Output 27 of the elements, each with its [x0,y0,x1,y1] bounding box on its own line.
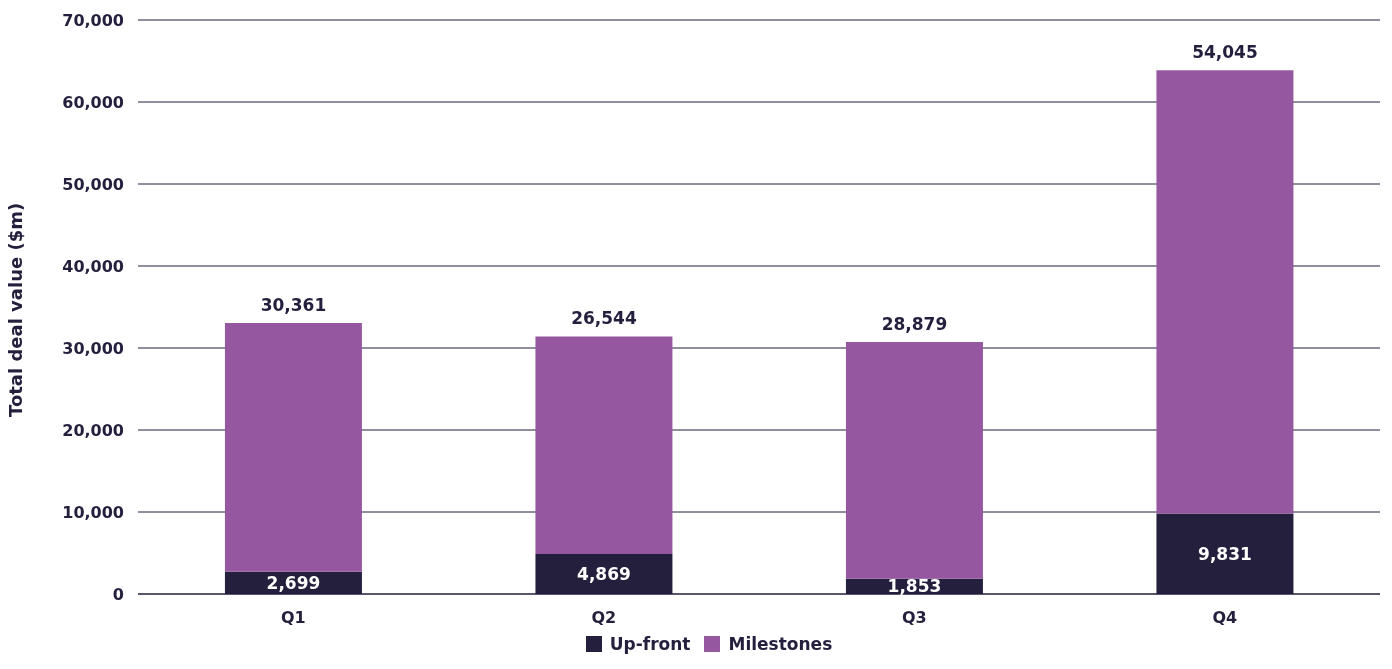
y-tick-label: 50,000 [62,174,124,194]
y-tick-label: 0 [112,584,124,604]
y-tick-label: 60,000 [62,92,124,112]
x-tick-label: Q2 [591,608,617,628]
y-tick-label: 10,000 [62,502,124,522]
data-label: 9,831 [1198,543,1252,564]
data-label: 26,544 [571,308,637,329]
x-tick-label: Q3 [901,608,927,628]
data-label: 1,853 [887,576,942,597]
data-label: 54,045 [1192,42,1258,63]
data-label: 28,879 [881,314,948,334]
bar [1156,70,1294,514]
data-label: 2,699 [266,572,321,593]
x-tick-label: Q1 [280,608,306,628]
y-tick-label: 20,000 [62,420,124,440]
y-tick-label: 70,000 [62,10,124,30]
legend-label: Milestones [727,634,833,654]
data-label: 30,361 [260,294,327,315]
y-axis-title: Total deal value ($m) [5,202,27,417]
bar [845,342,983,579]
bar [535,336,673,555]
y-tick-label: 40,000 [62,256,124,276]
x-tick-label: Q4 [1212,608,1238,628]
legend-label: Up-front [608,634,691,654]
y-tick-label: 30,000 [62,338,124,358]
bar [224,322,362,572]
data-label: 4,869 [577,564,631,585]
